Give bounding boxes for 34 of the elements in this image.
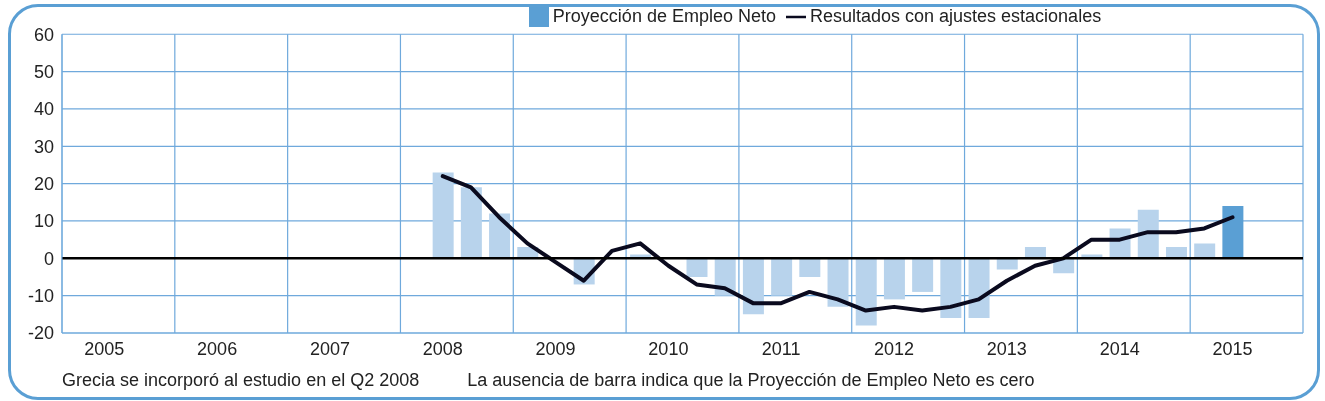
line-series — [440, 174, 1235, 313]
y-tick-label: 10 — [33, 211, 54, 232]
text: La ausencia de barra indica que la Proyección de Empleo Neto es cero — [467, 370, 1035, 391]
y-tick-label: 0 — [43, 248, 54, 269]
bar — [1222, 206, 1244, 259]
x-tick-label: 2010 — [648, 339, 689, 359]
x-tick-label: 2008 — [422, 339, 463, 359]
y-tick-label: 60 — [33, 24, 54, 45]
y-tick-label: -20 — [27, 323, 54, 344]
bar — [855, 258, 877, 326]
x-tick-label: 2009 — [535, 339, 576, 359]
x-tick-label: 2014 — [1099, 339, 1140, 359]
x-tick-label: 2011 — [761, 339, 801, 359]
x-tick-label: 2006 — [197, 339, 238, 359]
y-tick-label: 50 — [33, 61, 54, 82]
bar — [1194, 243, 1216, 259]
x-tick-label: 2012 — [874, 339, 915, 359]
y-tick-label: 20 — [33, 174, 54, 195]
x-tick-label: 2013 — [986, 339, 1027, 359]
legend-label: Proyección de Empleo Neto — [552, 6, 776, 26]
bar — [940, 258, 962, 319]
bar — [460, 187, 482, 259]
bar — [883, 258, 905, 300]
y-tick-label: -10 — [27, 286, 54, 307]
y-tick-label: 30 — [33, 136, 54, 157]
y-tick-label: 40 — [33, 99, 54, 120]
text: Grecia se incorporó al estudio en el Q2 2008 — [62, 370, 420, 391]
x-tick-label: 2005 — [84, 339, 125, 359]
x-tick-label: 2015 — [1212, 339, 1253, 359]
legend-label: Resultados con ajustes estacionales — [809, 6, 1102, 26]
bar — [771, 258, 793, 296]
bar — [432, 172, 454, 259]
bar — [912, 258, 934, 292]
x-tick-label: 2007 — [309, 339, 350, 359]
